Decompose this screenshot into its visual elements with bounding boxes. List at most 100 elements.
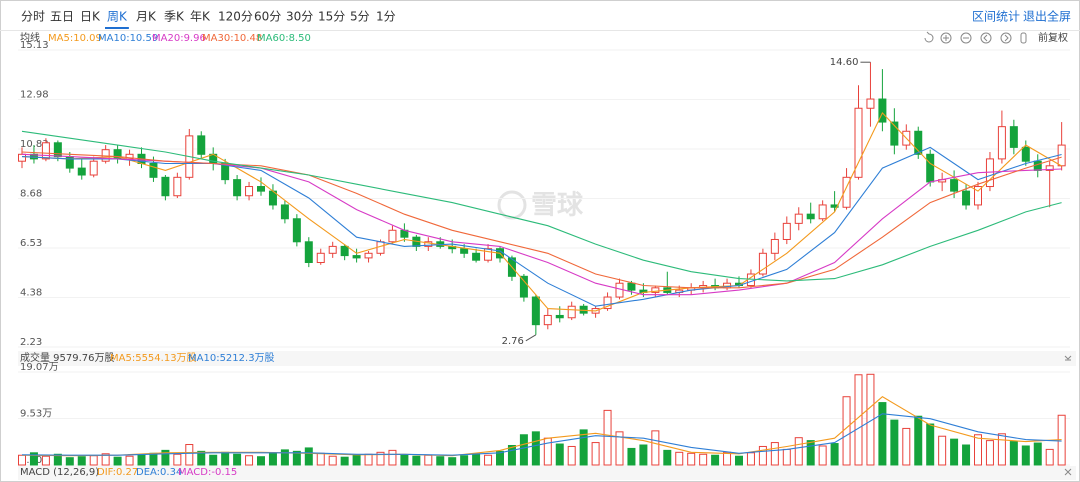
legend-entry: MA60:8.50	[257, 33, 311, 44]
volume-bar	[472, 453, 481, 466]
volume-bar	[18, 454, 26, 466]
prev-icon[interactable]	[980, 32, 992, 44]
candle-body	[125, 153, 134, 160]
volume-bar	[436, 456, 445, 466]
candle-body	[484, 248, 493, 261]
volume-bar	[723, 451, 732, 466]
tab[interactable]: 60分	[254, 10, 281, 24]
volume-bar	[388, 449, 397, 466]
tab[interactable]: 30分	[286, 10, 313, 24]
watermark-logo	[497, 190, 527, 220]
volume-bar	[830, 443, 839, 466]
volume-bar	[352, 454, 361, 466]
toolbar-icons[interactable]	[924, 31, 1072, 476]
ma-line	[21, 111, 1062, 312]
macd-header-band	[18, 466, 1076, 480]
macd-close-icon[interactable]	[1064, 468, 1072, 476]
toolbar-action[interactable]: 区间统计	[972, 10, 1020, 24]
candle-body	[1021, 146, 1030, 162]
volume-bar	[221, 451, 230, 466]
prev-arrow	[983, 34, 988, 42]
candle-body	[615, 282, 624, 298]
candle-body	[758, 252, 767, 275]
adjustment-label[interactable]: 前复权	[1038, 31, 1068, 44]
candle-body	[472, 252, 481, 261]
tab[interactable]: 周K	[107, 10, 128, 24]
tab[interactable]: 季K	[164, 10, 185, 24]
y-tick-label: 4.38	[20, 288, 42, 299]
macd-dif: DIF:0.27	[97, 467, 138, 478]
volume-bar	[292, 450, 301, 466]
candle-body	[651, 287, 660, 293]
legend-entry: MA5:10.09	[48, 33, 102, 44]
candle-body	[567, 305, 576, 319]
volume-bar	[484, 454, 493, 466]
tab[interactable]: 月K	[136, 10, 157, 24]
tab[interactable]: 15分	[318, 10, 345, 24]
volume-bar	[758, 445, 767, 466]
reset-icon[interactable]	[924, 31, 934, 43]
volume-bar	[735, 455, 743, 466]
volume-bar	[125, 455, 134, 466]
zoom-in-icon[interactable]	[940, 32, 952, 44]
volume-bar	[687, 452, 696, 466]
watermark: 雪球	[497, 190, 584, 221]
volume-title: 成交量 9579.76万股	[20, 351, 115, 364]
tab[interactable]: 1分	[376, 10, 396, 24]
candle-body	[1033, 160, 1042, 171]
volume-bar	[1045, 448, 1054, 466]
legend-entry: MA30:10.48	[202, 33, 262, 44]
legend-entry: MA5:5554.13万股	[110, 352, 197, 364]
candle-body	[328, 245, 337, 254]
candle-body	[424, 241, 433, 247]
volume-bar	[675, 451, 684, 466]
volume-bar	[770, 442, 779, 466]
macd-label: MACD (12,26,9)	[20, 467, 99, 478]
tab[interactable]: 120分	[218, 10, 253, 24]
tab[interactable]: 年K	[190, 10, 211, 24]
zoom-out-icon[interactable]	[960, 32, 972, 44]
volume-bar	[531, 431, 540, 466]
candle-body	[603, 296, 612, 310]
candle-body	[914, 130, 923, 155]
volume-bar	[711, 454, 720, 466]
volume-bar	[209, 454, 218, 466]
volume-bar	[460, 455, 469, 466]
volume-bar	[257, 456, 265, 466]
candle-body	[1045, 165, 1054, 171]
volume-bar	[1033, 442, 1042, 466]
candle-body	[770, 238, 779, 254]
active-tab-underline	[105, 27, 129, 29]
candle-body	[519, 275, 528, 298]
y-tick-label: 12.98	[20, 90, 49, 101]
y-tick-label: 8.68	[20, 189, 42, 200]
candle-body	[245, 186, 254, 197]
tab[interactable]: 5分	[350, 10, 370, 24]
candle-body	[555, 314, 564, 319]
candle-body	[854, 107, 863, 178]
next-icon[interactable]	[1000, 32, 1012, 44]
candle-body	[531, 296, 540, 326]
volume-bar	[866, 373, 875, 466]
volume-bar	[950, 438, 959, 466]
candle-body	[866, 98, 875, 109]
mouse-icon[interactable]	[1020, 32, 1027, 44]
ma-line	[21, 413, 1062, 456]
candle-body	[460, 248, 469, 254]
toolbar-action[interactable]: 退出全屏	[1023, 9, 1071, 24]
volume-bar	[878, 402, 887, 466]
candle-body	[364, 252, 373, 259]
volume-bar	[53, 453, 62, 466]
volume-bar	[173, 453, 182, 466]
volume-bar	[77, 456, 86, 466]
volume-menu-icon[interactable]	[1064, 355, 1072, 361]
candle-body	[18, 153, 26, 162]
tab[interactable]: 分时	[21, 10, 45, 24]
annotation-leader	[525, 334, 537, 342]
volume-bar	[149, 452, 158, 466]
tab[interactable]: 日K	[80, 10, 101, 24]
candle-body	[161, 176, 170, 197]
tab[interactable]: 五日	[50, 10, 74, 24]
